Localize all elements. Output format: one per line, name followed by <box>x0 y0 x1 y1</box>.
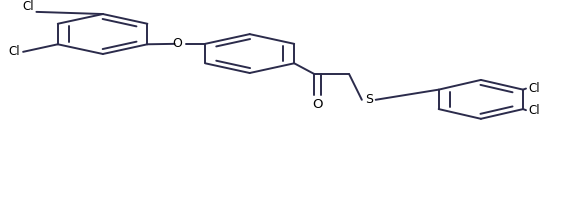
Text: S: S <box>365 93 373 106</box>
Text: O: O <box>313 98 323 111</box>
Text: Cl: Cl <box>529 82 540 95</box>
Text: O: O <box>172 37 183 50</box>
Text: Cl: Cl <box>22 0 34 13</box>
Text: Cl: Cl <box>529 104 540 117</box>
Text: Cl: Cl <box>9 45 20 58</box>
